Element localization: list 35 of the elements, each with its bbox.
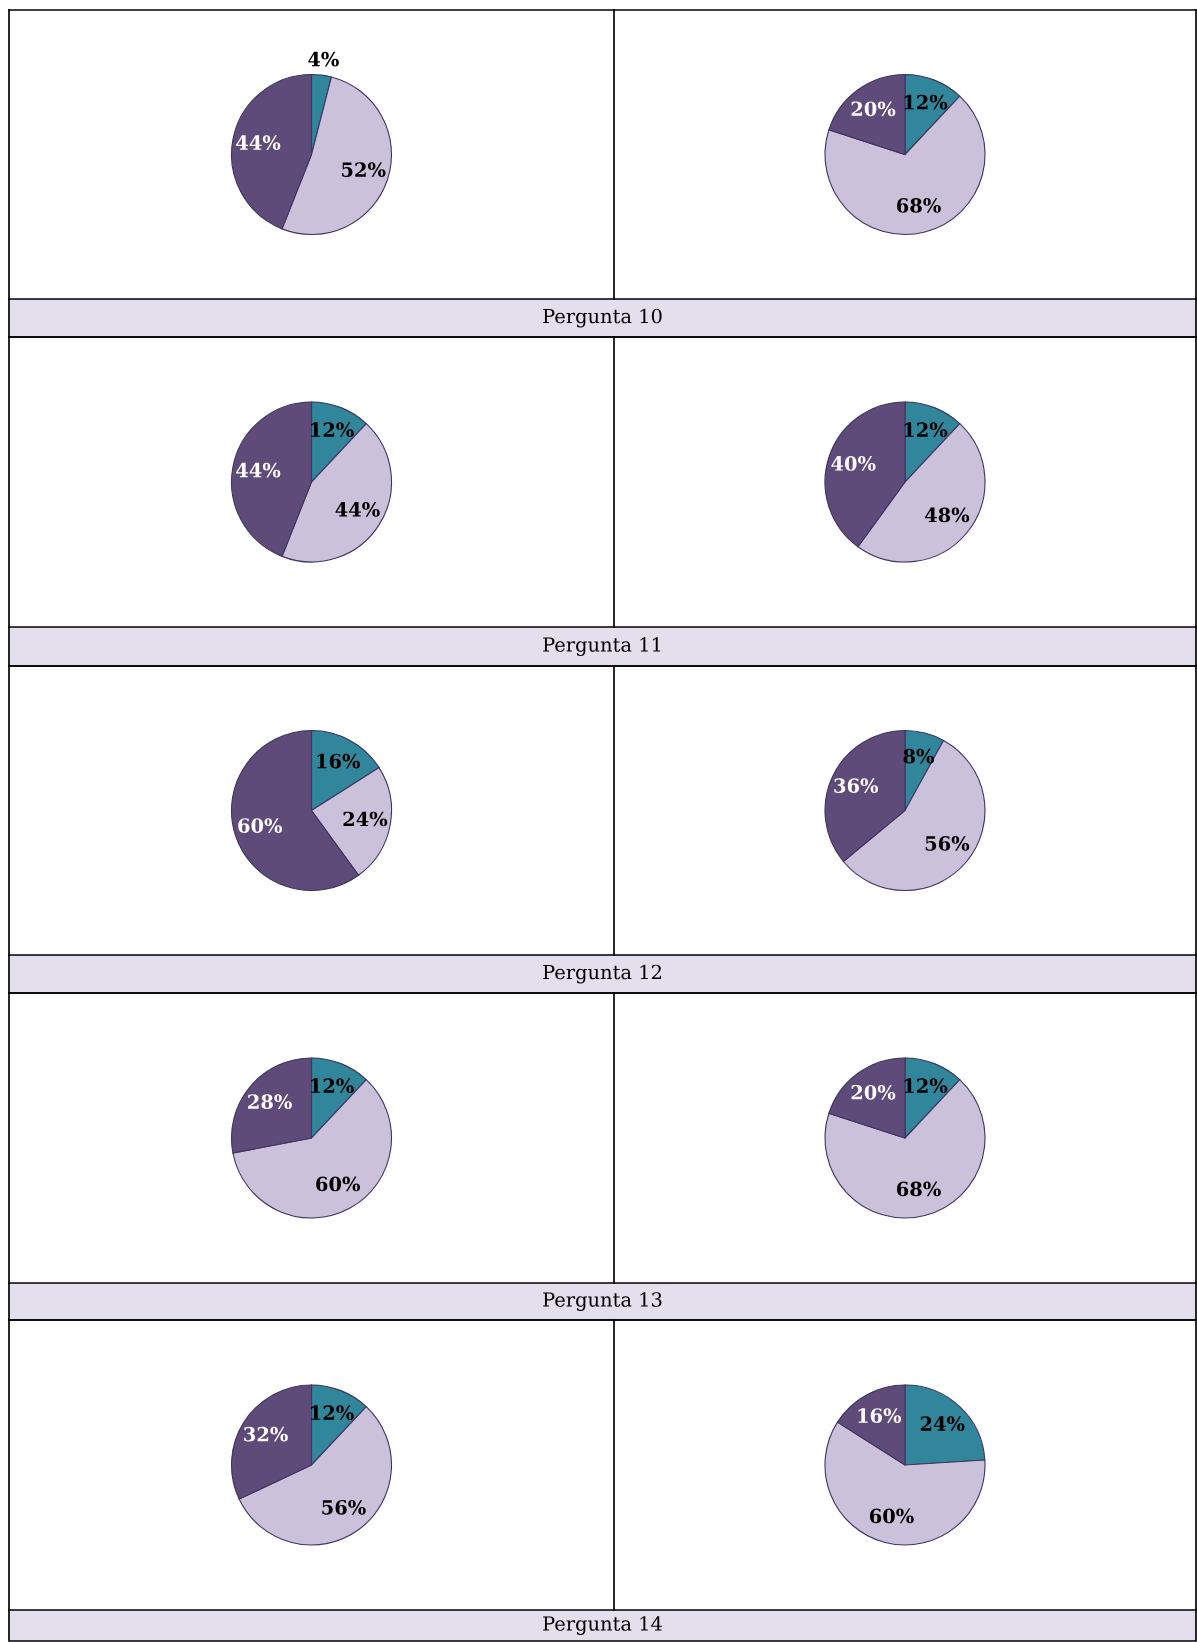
data-label: 44%: [335, 502, 380, 517]
data-label: 24%: [343, 811, 388, 827]
data-label: 56%: [322, 1499, 366, 1515]
text: Pergunta 10: [543, 308, 662, 328]
data-label: 44%: [236, 462, 281, 478]
data-label: 12%: [904, 422, 948, 438]
data-label: 12%: [311, 422, 354, 438]
data-label: 60%: [869, 1508, 914, 1524]
data-label: 16%: [317, 753, 360, 769]
text: Pergunta 13: [543, 1292, 662, 1311]
data-label: 68%: [896, 1181, 941, 1197]
data-label: 60%: [238, 818, 283, 833]
text: Pergunta 14: [543, 1616, 662, 1635]
data-label: 28%: [248, 1094, 292, 1109]
data-label: 32%: [244, 1426, 288, 1442]
data-label: 40%: [831, 456, 876, 471]
data-label: 12%: [904, 1078, 948, 1094]
data-label: 20%: [851, 1084, 896, 1100]
data-label: 48%: [924, 507, 970, 523]
data-label: 8%: [903, 748, 935, 764]
data-label: 52%: [342, 162, 386, 177]
data-label: 16%: [858, 1408, 902, 1423]
data-label: 20%: [851, 101, 896, 117]
text: Pergunta 11: [543, 637, 661, 656]
data-label: 36%: [834, 778, 879, 793]
data-label: 56%: [925, 836, 970, 851]
data-label: 24%: [920, 1416, 965, 1431]
data-label: 44%: [236, 135, 281, 150]
data-label: 68%: [896, 198, 941, 213]
data-label: 12%: [311, 1078, 354, 1094]
text: Pergunta 12: [543, 964, 662, 984]
data-label: 4%: [308, 51, 339, 67]
data-label: 60%: [316, 1176, 360, 1192]
data-label: 12%: [311, 1405, 354, 1421]
data-label: 12%: [904, 94, 948, 110]
